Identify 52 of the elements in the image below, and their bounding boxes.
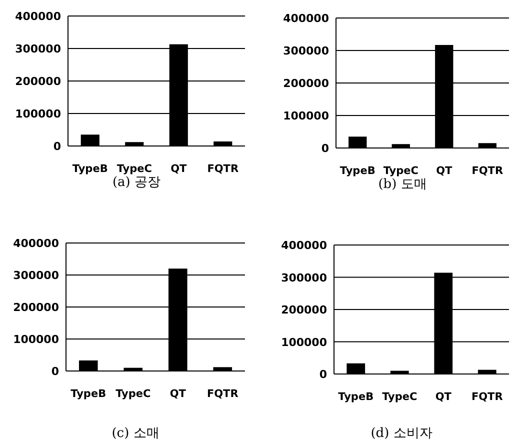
x-tick-label: TypeC xyxy=(116,163,152,175)
y-tick-label: 300000 xyxy=(281,271,328,284)
y-tick-label: 100000 xyxy=(283,110,330,122)
y-tick-label: 400000 xyxy=(13,237,60,250)
y-tick-label: 100000 xyxy=(281,336,328,349)
x-tick-label: TypeC xyxy=(116,388,151,400)
text: (d) 소비자 xyxy=(370,426,432,441)
y-tick-label: 0 xyxy=(319,368,328,381)
bar xyxy=(213,367,232,371)
bar xyxy=(348,136,367,148)
y-tick-label: 200000 xyxy=(281,304,328,316)
y-tick-label: 0 xyxy=(51,365,60,378)
x-tick-label: QT xyxy=(170,388,187,400)
text: (b) 도매 xyxy=(378,177,427,192)
x-tick-label: TypeB xyxy=(72,163,108,175)
x-tick-label: QT xyxy=(170,163,188,175)
bar xyxy=(346,363,366,374)
x-tick-label: QT xyxy=(436,165,454,177)
x-tick-label: FQTR xyxy=(471,391,503,403)
bar xyxy=(125,142,144,146)
bar xyxy=(390,370,409,374)
y-tick-label: 200000 xyxy=(283,77,330,90)
y-tick-label: 100000 xyxy=(15,108,62,120)
x-tick-label: FQTR xyxy=(206,388,238,400)
y-tick-label: 100000 xyxy=(13,333,60,346)
x-tick-label: TypeC xyxy=(383,165,419,177)
bar xyxy=(392,144,410,148)
y-tick-label: 0 xyxy=(53,140,62,153)
y-tick-label: 0 xyxy=(321,142,330,155)
x-tick-label: TypeB xyxy=(338,391,374,403)
x-tick-label: FQTR xyxy=(207,163,239,175)
x-tick-label: TypeB xyxy=(70,388,106,400)
y-tick-label: 200000 xyxy=(15,75,62,88)
text: (c) 소매 xyxy=(112,426,160,441)
bar xyxy=(478,143,496,148)
x-tick-label: TypeB xyxy=(340,165,376,177)
y-tick-label: 300000 xyxy=(283,44,330,58)
text: (a) 공장 xyxy=(112,175,161,190)
y-tick-label: 400000 xyxy=(281,239,328,252)
x-tick-label: TypeC xyxy=(382,391,418,403)
y-tick-label: 400000 xyxy=(283,12,330,25)
y-tick-label: 300000 xyxy=(13,269,60,282)
bar xyxy=(478,370,496,374)
x-tick-label: FQTR xyxy=(472,165,504,177)
bar xyxy=(80,134,100,146)
y-tick-label: 400000 xyxy=(15,10,62,23)
x-tick-label: QT xyxy=(435,391,452,403)
bar xyxy=(124,368,143,371)
bar xyxy=(78,360,98,371)
bar xyxy=(214,141,232,146)
y-tick-label: 200000 xyxy=(13,301,60,314)
y-tick-label: 300000 xyxy=(15,42,62,56)
